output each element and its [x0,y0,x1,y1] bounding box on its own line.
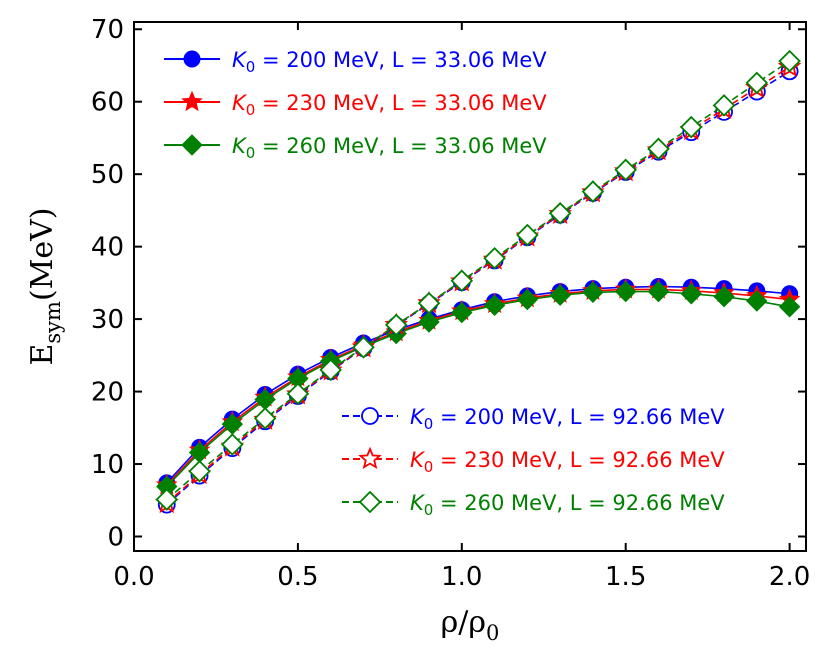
data-point [417,291,441,315]
data-point [548,202,572,225]
legend-label: K0 = 260 MeV, L = 92.66 MeV [410,491,725,519]
legends: K0 = 200 MeV, L = 33.06 MeV K0 = 230 MeV,… [164,48,725,519]
axis-ticks: 0.0 0.5 1.0 1.5 2.0 0 10 20 30 40 50 60 70 [91,15,810,592]
series-6 [155,49,801,511]
data-point [516,223,539,247]
legend-marker [181,134,203,156]
legend-entry: K0 = 260 MeV, L = 92.66 MeV [342,490,725,519]
legend-entry: K0 = 200 MeV, L = 92.66 MeV [342,405,725,433]
y-tick-label: 60 [91,88,124,118]
legend-marker [181,90,203,112]
data-point [286,382,310,406]
y-tick-label: 50 [91,160,124,190]
legend-label: K0 = 230 MeV, L = 92.66 MeV [410,448,725,476]
plot-frame [133,21,807,552]
data-point [581,180,605,203]
data-point [778,296,801,318]
data-point [615,280,637,303]
legend-label: K0 = 200 MeV, L = 33.06 MeV [232,48,547,76]
data-point [647,137,670,161]
legend-marker [358,446,382,469]
y-tick-label: 30 [91,305,124,335]
y-axis-title: Esym(MeV) [25,207,65,365]
data-point [647,280,670,303]
x-tick-label: 1.5 [605,562,646,592]
y-tick-label: 20 [91,378,124,408]
legend-label: K0 = 260 MeV, L = 33.06 MeV [232,134,547,162]
legend-marker [358,490,382,514]
legend-marker [361,407,379,425]
data-point [483,294,506,317]
data-point [221,433,244,456]
legend-entry: K0 = 260 MeV, L = 33.06 MeV [164,134,547,162]
data-point [745,71,769,95]
data-point [679,115,703,139]
x-tick-label: 2.0 [769,562,810,592]
x-tick-label: 0.0 [113,562,154,592]
data-point [352,336,375,359]
data-point [680,283,702,305]
data-point [778,49,801,73]
y-tick-label: 40 [91,233,124,263]
legend-entry: K0 = 230 MeV, L = 92.66 MeV [342,446,725,476]
legend-marker [183,50,201,68]
series-layer [155,49,802,514]
data-point [549,284,571,306]
data-point [384,313,408,337]
legend-entry: K0 = 230 MeV, L = 33.06 MeV [164,90,547,119]
data-point [418,311,440,333]
data-point [188,460,211,483]
legend-label: K0 = 200 MeV, L = 92.66 MeV [410,405,725,433]
data-point [450,269,474,292]
series-5 [155,54,802,514]
data-point [713,285,735,308]
data-point [155,488,179,511]
y-tick-label: 70 [91,15,124,45]
data-point [319,358,342,382]
data-point [614,158,637,182]
x-tick-label: 1.0 [441,562,482,592]
data-point [516,288,539,311]
y-tick-label: 0 [107,523,124,553]
data-point [746,290,768,312]
data-point [483,246,506,270]
data-point [712,94,736,117]
y-tick-label: 10 [91,450,124,480]
data-point [253,407,277,430]
data-point [451,301,473,324]
x-tick-label: 0.5 [277,562,318,592]
legend-entry: K0 = 200 MeV, L = 33.06 MeV [164,48,547,76]
data-point [582,281,604,304]
legend-label: K0 = 230 MeV, L = 33.06 MeV [232,91,547,119]
x-axis-title: ρ/ρ0 [441,605,500,645]
